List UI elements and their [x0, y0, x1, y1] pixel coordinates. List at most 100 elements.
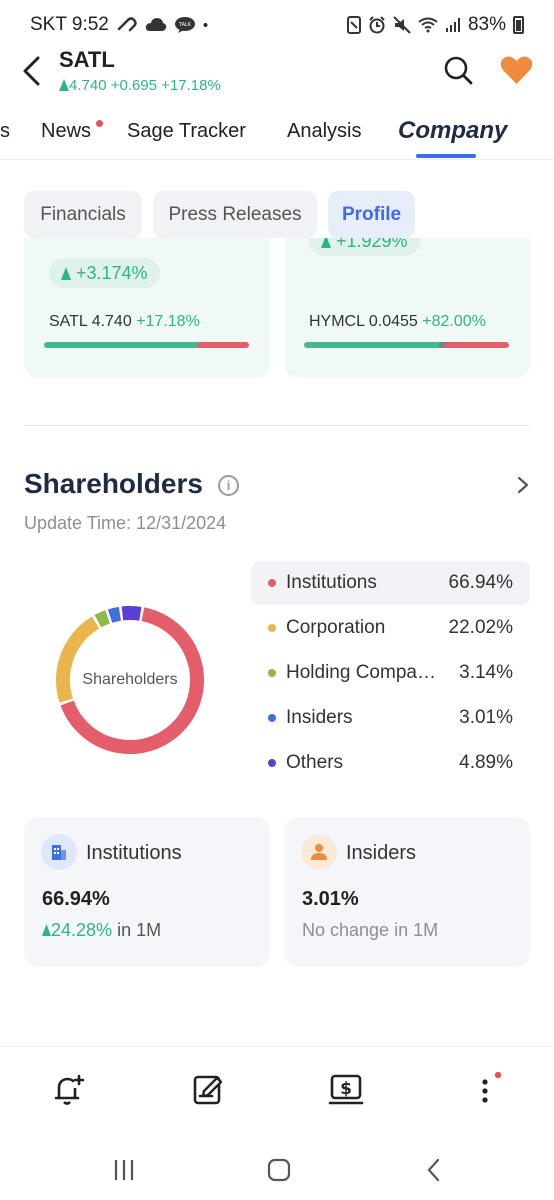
- legend-value: 3.01%: [459, 707, 513, 728]
- edit-note-icon[interactable]: [190, 1072, 226, 1108]
- legend-value: 22.02%: [448, 617, 513, 638]
- donut-segment[interactable]: [60, 607, 204, 754]
- legend-value: 4.89%: [459, 752, 513, 773]
- ratio-down-segment: [197, 342, 249, 348]
- bottom-toolbar: $: [0, 1046, 554, 1136]
- legend-value: 66.94%: [448, 572, 513, 593]
- donut-segment[interactable]: [94, 610, 111, 628]
- tab-company[interactable]: Company: [398, 117, 508, 144]
- legend-label: Insiders: [286, 707, 353, 728]
- peer-change-pill-value: +1.929%: [336, 238, 408, 251]
- cloud-icon: [145, 18, 167, 31]
- up-triangle-icon: [42, 924, 51, 936]
- dot-icon: •: [202, 16, 209, 34]
- card-value: 66.94%: [42, 888, 110, 910]
- legend-color-dot: [268, 669, 276, 677]
- news-badge-dot: [96, 120, 103, 127]
- legend-value: 3.14%: [459, 662, 513, 683]
- peer-change-pill: +3.174%: [49, 258, 160, 288]
- card-change-value: 24.28%: [51, 920, 113, 940]
- subtab-press-releases[interactable]: Press Releases: [153, 191, 317, 238]
- subtab-profile[interactable]: Profile: [328, 191, 415, 238]
- peer-ticker: SATL: [49, 313, 88, 330]
- legend-label: Institutions: [286, 572, 377, 593]
- svg-text:TALK: TALK: [178, 22, 192, 28]
- back-nav-icon[interactable]: [420, 1156, 448, 1184]
- recent-apps-icon[interactable]: [110, 1156, 138, 1184]
- carrier-time: SKT 9:52: [30, 14, 109, 35]
- legend-color-dot: [268, 579, 276, 587]
- legend-item[interactable]: Insiders 3.01%: [251, 696, 530, 740]
- card-change: No change in 1M: [302, 920, 439, 940]
- legend-color-dot: [268, 624, 276, 632]
- up-triangle-icon: [321, 238, 331, 248]
- card-change-suffix: in 1M: [112, 920, 162, 940]
- card-title: Insiders: [346, 842, 417, 864]
- legend-item[interactable]: Others 4.89%: [251, 741, 530, 785]
- battery-percent: 83%: [467, 14, 506, 35]
- wifi-icon: [418, 17, 438, 33]
- battery-icon: [513, 16, 524, 34]
- legend-item[interactable]: Institutions 66.94%: [251, 561, 530, 605]
- legend-item[interactable]: Holding Compa… 3.14%: [251, 651, 530, 695]
- tab-news[interactable]: News: [41, 120, 92, 142]
- info-icon[interactable]: i: [218, 475, 239, 496]
- up-triangle-icon: [61, 266, 71, 280]
- trade-icon[interactable]: $: [328, 1072, 364, 1108]
- building-icon: [41, 834, 77, 870]
- add-alert-icon[interactable]: [51, 1072, 87, 1108]
- peer-price: 0.0455: [368, 313, 418, 330]
- tab-analysis[interactable]: Analysis: [287, 120, 362, 142]
- signal-icon: [445, 18, 460, 32]
- legend-item[interactable]: Corporation 22.02%: [251, 606, 530, 650]
- up-triangle-icon: [59, 79, 69, 91]
- peer-ratio-bar: [44, 342, 249, 348]
- chevron-right-icon[interactable]: [516, 476, 530, 494]
- legend-label: Corporation: [286, 617, 386, 638]
- peer-pill-clipped: +1.929%: [309, 238, 424, 258]
- ratio-flat-segment: [439, 342, 446, 348]
- more-options-icon[interactable]: [467, 1072, 503, 1108]
- heart-icon[interactable]: [500, 55, 533, 85]
- quote-change: +0.695: [110, 77, 158, 94]
- nfc-icon: [346, 16, 361, 34]
- shareholders-donut-chart[interactable]: [50, 600, 210, 760]
- peer-quote: HYMCL 0.0455 +82.00%: [309, 313, 486, 331]
- peer-change-pill-value: +3.174%: [76, 262, 148, 283]
- peer-ticker: HYMCL: [309, 313, 365, 330]
- quote-change-pct: +17.18%: [161, 77, 221, 94]
- update-time: Update Time: 12/31/2024: [24, 513, 227, 533]
- section-divider: [24, 425, 530, 426]
- legend-color-dot: [268, 759, 276, 767]
- donut-segment[interactable]: [56, 616, 100, 703]
- donut-segment[interactable]: [107, 606, 122, 623]
- android-nav-bar: [0, 1140, 554, 1200]
- tab-sage-tracker[interactable]: Sage Tracker: [127, 120, 246, 142]
- card-title: Institutions: [86, 842, 182, 864]
- peer-quote: SATL 4.740 +17.18%: [49, 313, 200, 331]
- insiders-card[interactable]: Insiders 3.01% No change in 1M: [284, 817, 530, 967]
- ratio-down-segment: [445, 342, 509, 348]
- stock-header: SATL 4.740 +0.695 +17.18%: [0, 45, 554, 100]
- talk-icon: TALK: [174, 17, 195, 33]
- subtab-financials[interactable]: Financials: [24, 191, 142, 238]
- institutions-card[interactable]: Institutions 66.94% 24.28% in 1M: [24, 817, 270, 967]
- peer-ratio-bar: [304, 342, 509, 348]
- home-icon[interactable]: [265, 1156, 293, 1184]
- back-arrow-icon[interactable]: [20, 55, 42, 87]
- quote-line: 4.740 +0.695 +17.18%: [59, 77, 221, 94]
- alarm-icon: [369, 16, 385, 34]
- person-icon: [301, 834, 337, 870]
- legend-color-dot: [268, 714, 276, 722]
- main-tabs: s News Sage Tracker Analysis Company: [0, 112, 554, 160]
- ratio-up-segment: [304, 342, 440, 348]
- legend-label: Holding Compa…: [286, 662, 436, 683]
- tab-partial[interactable]: s: [0, 120, 10, 142]
- peer-card[interactable]: [284, 238, 530, 378]
- link-icon: [117, 17, 137, 32]
- donut-segment[interactable]: [121, 606, 142, 621]
- shareholders-title: Shareholders: [24, 468, 203, 499]
- search-icon[interactable]: [443, 55, 473, 85]
- ratio-up-segment: [44, 342, 198, 348]
- peer-change: +17.18%: [136, 313, 200, 330]
